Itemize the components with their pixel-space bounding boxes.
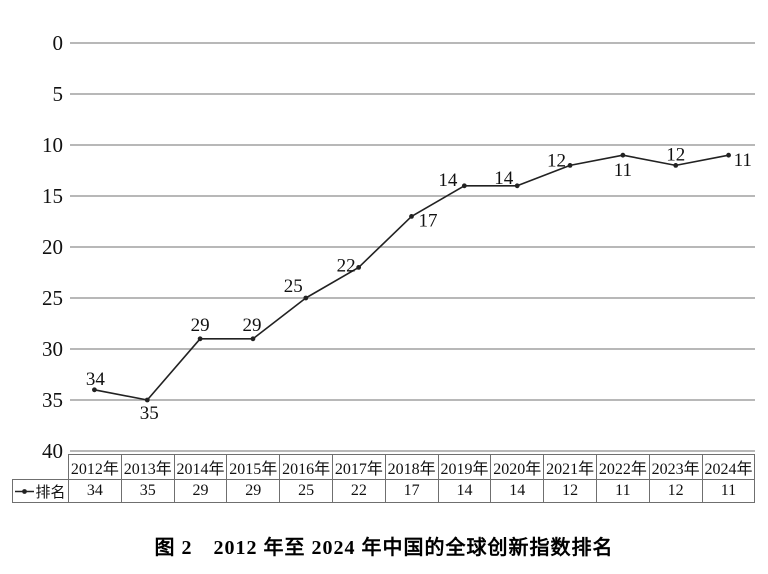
data-point-marker bbox=[144, 397, 150, 403]
rank-value-cell: 11 bbox=[701, 479, 756, 503]
data-point-marker bbox=[356, 265, 362, 270]
rank-value-cell: 12 bbox=[543, 479, 597, 503]
figure-caption: 图 2 2012 年至 2024 年中国的全球创新指数排名 bbox=[154, 537, 614, 559]
y-axis-tick-label: 35 bbox=[42, 388, 63, 412]
data-point-label: 17 bbox=[419, 210, 438, 231]
year-header-cell: 2016年 bbox=[279, 454, 333, 480]
y-axis-tick-label: 20 bbox=[42, 235, 63, 259]
data-point-label: 25 bbox=[284, 276, 303, 297]
data-point-marker bbox=[250, 336, 256, 342]
data-point-label: 12 bbox=[547, 150, 566, 171]
y-axis-tick-label: 10 bbox=[42, 133, 63, 157]
data-point-label: 35 bbox=[140, 403, 159, 424]
rank-value-cell: 35 bbox=[120, 479, 175, 503]
rank-value-cell: 34 bbox=[68, 479, 122, 503]
data-point-label: 14 bbox=[438, 170, 458, 191]
data-point-label: 22 bbox=[337, 255, 356, 276]
legend-label: 排名 bbox=[35, 484, 66, 501]
data-point-marker bbox=[673, 163, 679, 168]
year-header-cell: 2021年 bbox=[543, 454, 597, 480]
year-header-cell: 2015年 bbox=[226, 454, 281, 480]
data-point-label: 12 bbox=[666, 144, 685, 165]
data-point-marker bbox=[461, 183, 467, 189]
year-header-cell: 2024年 bbox=[701, 454, 756, 480]
rank-data-table: 2012年 2013年 2014年 2015年 2016年 2017年 2018年 2019年… bbox=[12, 454, 756, 503]
year-header-row: 2012年 2013年 2014年 2015年 2016年 2017年 2018年 2019年… bbox=[13, 454, 756, 480]
rank-value-cell: 14 bbox=[490, 479, 545, 503]
data-point-marker bbox=[303, 295, 309, 301]
year-header-cell: 2023年 bbox=[648, 454, 703, 480]
rank-value-cell: 14 bbox=[437, 479, 492, 503]
y-axis-tick-label: 40 bbox=[42, 439, 63, 460]
data-point-label: 29 bbox=[191, 315, 210, 336]
data-point-marker bbox=[197, 336, 203, 342]
rank-value-cell: 22 bbox=[331, 479, 386, 503]
y-axis-tick-label: 25 bbox=[42, 286, 63, 310]
rank-series-marker-icon bbox=[15, 488, 35, 494]
y-axis-tick-label: 5 bbox=[53, 82, 64, 106]
data-point-marker bbox=[726, 152, 731, 158]
y-axis-tick-label: 0 bbox=[53, 31, 64, 55]
data-point-marker bbox=[514, 183, 520, 189]
data-point-label: 29 bbox=[242, 315, 261, 336]
year-header-cell: 2018年 bbox=[384, 454, 439, 480]
data-point-marker bbox=[567, 163, 573, 168]
year-header-cell: 2022年 bbox=[595, 454, 650, 480]
table-corner-blank bbox=[13, 455, 69, 480]
year-header-cell: 2014年 bbox=[173, 454, 228, 480]
rank-value-cell: 29 bbox=[226, 479, 281, 503]
year-header-cell: 2012年 bbox=[68, 454, 122, 480]
data-point-label: 11 bbox=[734, 150, 752, 171]
rank-value-row: 排名 34 35 29 29 25 22 17 14 14 12 11 12 11 bbox=[12, 479, 756, 503]
rank-series-line bbox=[94, 154, 729, 401]
year-header-cell: 2017年 bbox=[331, 454, 386, 480]
data-point-label: 14 bbox=[494, 168, 514, 189]
rank-value-cell: 12 bbox=[648, 479, 703, 503]
rank-value-cell: 25 bbox=[279, 479, 333, 503]
year-header-cell: 2020年 bbox=[490, 454, 545, 480]
data-point-marker bbox=[409, 214, 414, 219]
y-axis-tick-label: 15 bbox=[42, 184, 63, 208]
data-point-marker bbox=[92, 387, 97, 393]
legend-cell: 排名 bbox=[12, 479, 69, 503]
rank-value-cell: 17 bbox=[384, 479, 439, 503]
data-point-label: 11 bbox=[614, 160, 632, 181]
data-point-marker bbox=[620, 152, 626, 158]
y-axis-tick-label: 30 bbox=[42, 337, 63, 361]
rank-value-cell: 29 bbox=[173, 479, 228, 503]
rank-value-cell: 11 bbox=[595, 479, 650, 503]
year-header-cell: 2013年 bbox=[120, 454, 175, 480]
year-header-cell: 2019年 bbox=[437, 454, 492, 480]
data-point-label: 34 bbox=[86, 369, 106, 390]
